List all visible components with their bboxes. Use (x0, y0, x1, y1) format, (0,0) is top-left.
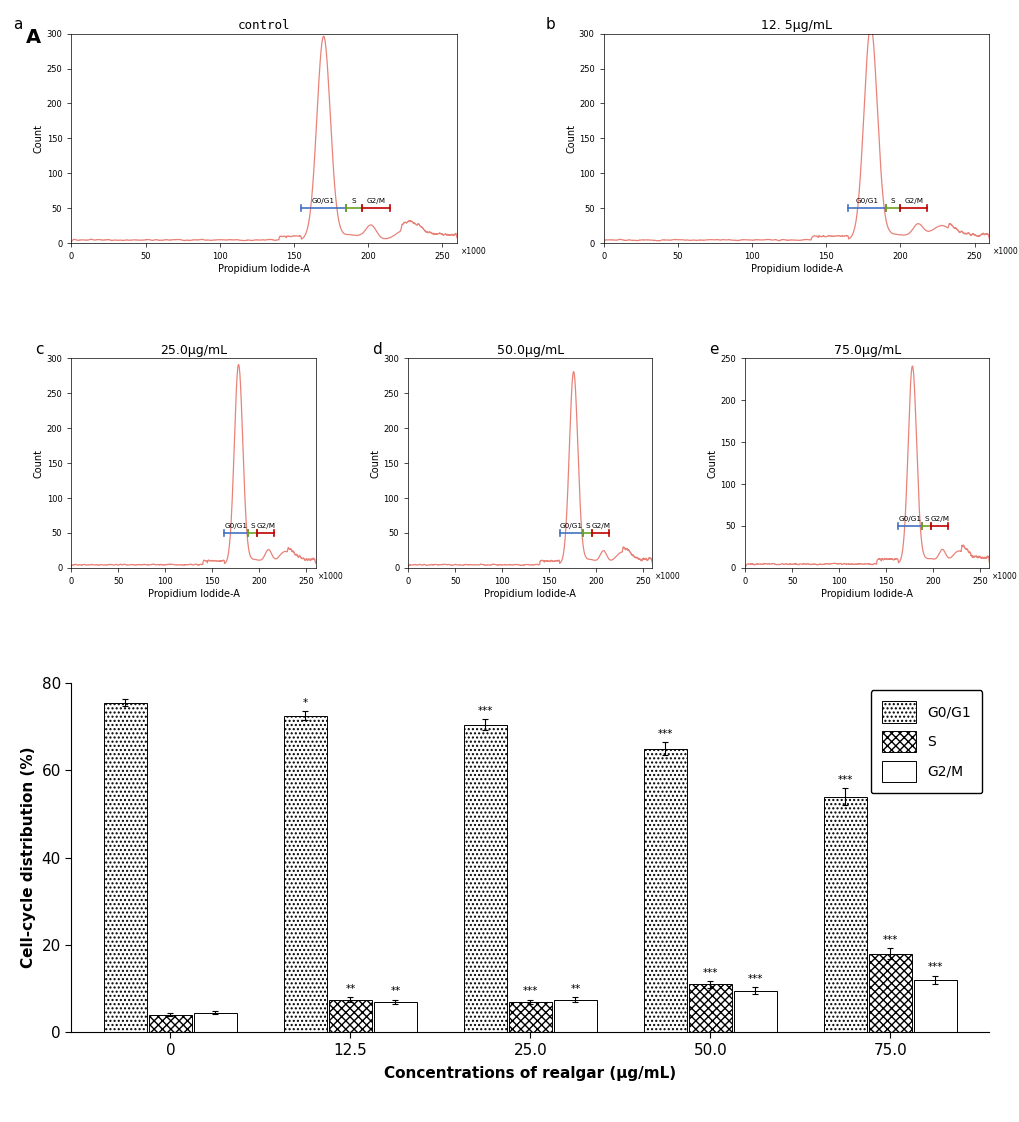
Text: G0/G1: G0/G1 (312, 199, 335, 204)
Text: S: S (250, 523, 255, 530)
Title: 75.0μg/mL: 75.0μg/mL (833, 344, 900, 357)
Bar (823, 797, 866, 1032)
Bar (464, 725, 506, 1032)
X-axis label: Propidium Iodide-A: Propidium Iodide-A (820, 589, 912, 599)
Text: G2/M: G2/M (929, 516, 949, 522)
X-axis label: Propidium Iodide-A: Propidium Iodide-A (148, 589, 239, 599)
Y-axis label: Count: Count (34, 449, 44, 478)
Text: b: b (545, 17, 555, 31)
Y-axis label: Cell-cycle distribution (%): Cell-cycle distribution (%) (21, 747, 36, 968)
Bar (643, 748, 687, 1032)
Bar (913, 980, 956, 1032)
Text: G0/G1: G0/G1 (224, 523, 248, 530)
X-axis label: Propidium Iodide-A: Propidium Iodide-A (218, 264, 310, 274)
Text: ***: *** (927, 963, 943, 973)
Text: c: c (35, 341, 43, 357)
Text: d: d (371, 341, 381, 357)
Text: ***: *** (657, 729, 673, 739)
Text: S: S (352, 199, 356, 204)
Text: ***: *** (477, 706, 492, 716)
Legend: G0/G1, S, G2/M: G0/G1, S, G2/M (870, 690, 981, 793)
Text: ***: *** (522, 986, 538, 996)
Text: *: * (303, 698, 308, 708)
Title: 12. 5μg/mL: 12. 5μg/mL (760, 19, 832, 33)
Text: a: a (13, 17, 22, 31)
Text: ×1000: ×1000 (318, 572, 343, 581)
Bar (553, 1000, 596, 1032)
Text: ×1000: ×1000 (993, 247, 1018, 256)
Text: **: ** (345, 984, 356, 994)
Y-axis label: Count: Count (34, 123, 44, 153)
Text: S: S (585, 523, 589, 530)
Text: ***: *** (881, 936, 897, 946)
X-axis label: Concentrations of realgar (μg/mL): Concentrations of realgar (μg/mL) (384, 1066, 676, 1080)
Text: G2/M: G2/M (904, 199, 922, 204)
Bar (733, 991, 776, 1032)
Bar (688, 984, 732, 1032)
Y-axis label: Count: Count (566, 123, 576, 153)
Text: ***: *** (747, 974, 762, 984)
Text: S: S (890, 199, 895, 204)
Text: ×1000: ×1000 (990, 572, 1017, 581)
Text: ×1000: ×1000 (654, 572, 680, 581)
Bar (104, 702, 147, 1032)
Text: G0/G1: G0/G1 (559, 523, 582, 530)
Text: **: ** (570, 984, 580, 994)
Text: G2/M: G2/M (256, 523, 275, 530)
Bar (328, 1000, 372, 1032)
Bar (149, 1014, 192, 1032)
Text: **: ** (390, 986, 400, 996)
Y-axis label: Count: Count (707, 449, 717, 478)
Text: ***: *** (702, 967, 717, 977)
Bar (868, 954, 911, 1032)
Y-axis label: Count: Count (370, 449, 380, 478)
Bar (283, 716, 327, 1032)
Text: A: A (25, 28, 41, 47)
Bar (194, 1012, 236, 1032)
Text: S: S (923, 516, 928, 522)
Text: G2/M: G2/M (367, 199, 385, 204)
Title: 25.0μg/mL: 25.0μg/mL (160, 344, 227, 357)
Bar (508, 1002, 551, 1032)
X-axis label: Propidium Iodide-A: Propidium Iodide-A (750, 264, 842, 274)
Title: control: control (237, 19, 290, 33)
Text: e: e (708, 341, 717, 357)
Bar (373, 1002, 417, 1032)
Text: G0/G1: G0/G1 (855, 199, 877, 204)
Text: ***: *** (837, 775, 852, 784)
Title: 50.0μg/mL: 50.0μg/mL (496, 344, 564, 357)
Text: G0/G1: G0/G1 (898, 516, 920, 522)
X-axis label: Propidium Iodide-A: Propidium Iodide-A (484, 589, 576, 599)
Text: G2/M: G2/M (591, 523, 609, 530)
Text: ×1000: ×1000 (461, 247, 486, 256)
